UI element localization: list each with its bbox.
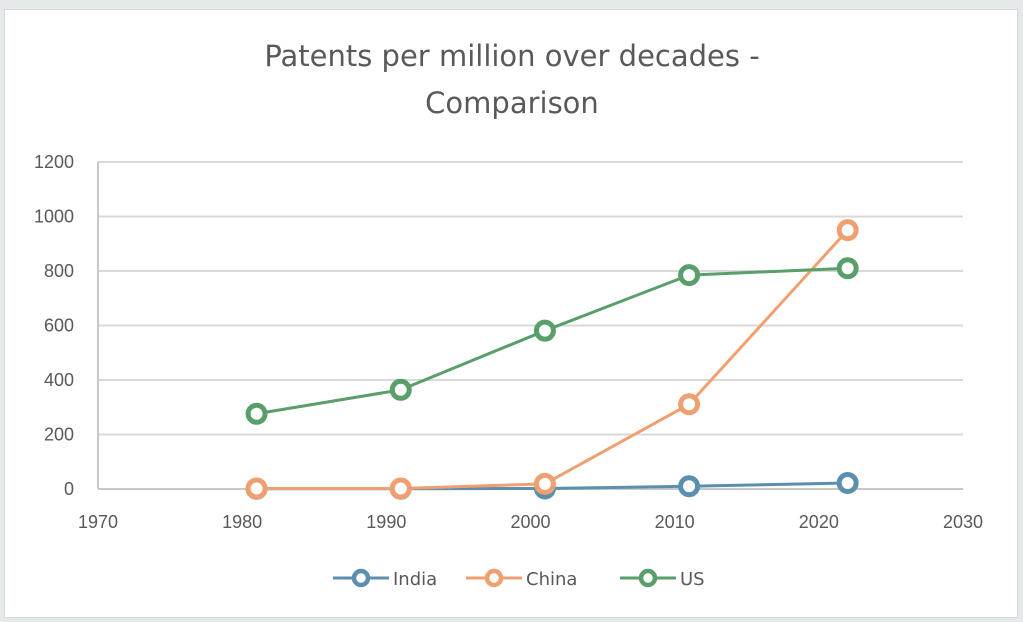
legend-item-china: China — [466, 568, 577, 590]
legend: India China US — [333, 568, 705, 590]
y-tick-label: 1000 — [34, 207, 74, 227]
x-axis-ticks: 1970 1980 1990 2000 2010 2020 2030 — [78, 512, 983, 532]
data-point-china — [836, 219, 859, 242]
data-point-india — [678, 475, 701, 498]
series-line-us — [256, 266, 848, 416]
y-tick-label: 0 — [64, 479, 74, 499]
data-point-china — [389, 477, 412, 500]
legend-item-us: US — [620, 568, 705, 590]
legend-circle-marker — [638, 568, 658, 588]
data-point-china — [533, 472, 556, 495]
gridlines — [97, 161, 963, 490]
y-tick-label: 200 — [44, 425, 74, 445]
data-point-us — [678, 264, 701, 287]
data-point-us — [389, 378, 412, 401]
legend-label: China — [526, 569, 577, 590]
x-tick-label: 1970 — [78, 512, 118, 532]
data-point-china — [245, 477, 268, 500]
x-tick-label: 2000 — [510, 512, 550, 532]
series-us — [245, 257, 859, 425]
legend-circle-marker — [484, 568, 504, 588]
x-tick-label: 2030 — [943, 512, 983, 532]
chart-title-line-2: Comparison — [425, 86, 599, 120]
x-tick-label: 2010 — [655, 512, 695, 532]
y-tick-label: 800 — [44, 261, 74, 281]
legend-circle-marker — [351, 568, 371, 588]
data-point-india — [836, 472, 859, 495]
series-china — [245, 219, 859, 500]
series-group — [245, 219, 859, 500]
x-tick-label: 1980 — [222, 512, 262, 532]
data-point-china — [678, 393, 701, 416]
y-tick-label: 400 — [44, 370, 74, 390]
chart-title: Patents per million over decades - Compa… — [264, 39, 759, 120]
y-axis-ticks: 0 200 400 600 800 1000 1200 — [34, 152, 74, 499]
x-tick-label: 1990 — [366, 512, 406, 532]
data-point-us — [836, 257, 859, 280]
chart-title-line-1: Patents per million over decades - — [264, 39, 759, 73]
series-line-china — [256, 229, 849, 490]
y-tick-label: 1200 — [34, 152, 74, 172]
data-point-us — [245, 402, 268, 425]
legend-item-india: India — [333, 568, 437, 590]
legend-label: US — [680, 569, 705, 590]
data-point-us — [533, 319, 556, 342]
x-tick-label: 2020 — [799, 512, 839, 532]
y-tick-label: 600 — [44, 316, 74, 336]
legend-label: India — [393, 569, 437, 590]
chart-container — [4, 9, 1018, 618]
